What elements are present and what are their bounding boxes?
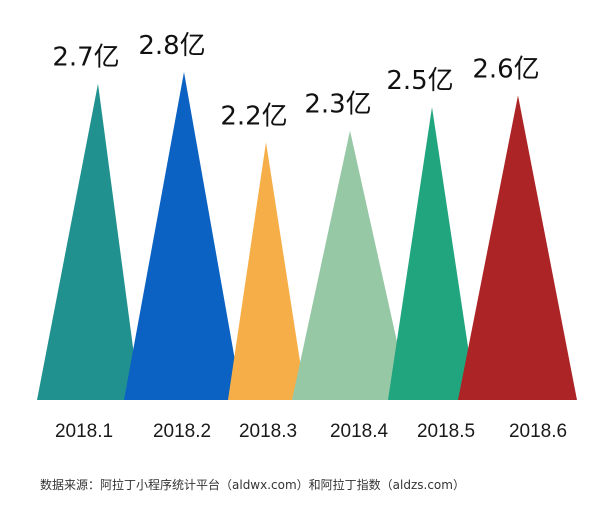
category-label: 2018.5 [417,421,475,442]
category-labels: 2018.1 2018.2 2018.3 2018.4 2018.5 2018.6 [55,421,567,442]
value-label: 2.6亿 [472,54,539,84]
category-label: 2018.6 [509,421,567,442]
triangle-bar-2018.2 [124,72,242,400]
value-label: 2.8亿 [138,31,205,61]
category-label: 2018.1 [55,421,113,442]
value-labels: 2.7亿 2.8亿 2.2亿 2.3亿 2.5亿 2.6亿 [52,31,539,131]
value-label: 2.5亿 [386,66,453,96]
category-label: 2018.3 [239,421,297,442]
source-note: 数据来源：阿拉丁小程序统计平台（aldwx.com）和阿拉丁指数（aldzs.c… [40,478,465,492]
value-label: 2.2亿 [220,101,287,131]
triangle-bar-2018.1 [37,83,140,400]
triangle-bar-2018.6 [458,95,577,401]
triangle-bar-2018.3 [228,142,306,401]
triangle-marks [37,72,577,401]
category-label: 2018.4 [330,421,389,442]
value-label: 2.3亿 [304,90,371,120]
triangle-bar-2018.4 [292,130,410,400]
category-label: 2018.2 [153,421,211,442]
value-label: 2.7亿 [52,43,119,73]
triangle-bar-2018.5 [388,107,476,400]
